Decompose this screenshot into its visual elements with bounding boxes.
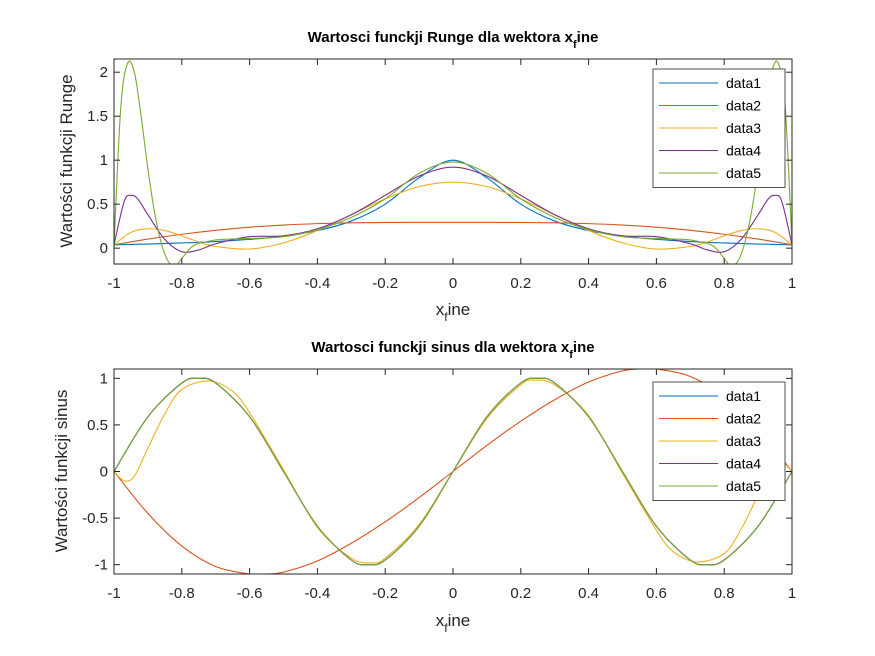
sinus-legend-label-data1: data1 [726, 388, 761, 404]
runge-y-tick-label: 0.5 [87, 196, 108, 213]
sinus-x-tick-label: 0.6 [646, 585, 667, 602]
runge-legend-label-data5: data5 [726, 165, 761, 181]
runge-x-tick-label: -0.4 [304, 275, 330, 292]
sinus-x-ticks: -1 -0.8 -0.6 -0.4 -0.2 0 0.2 0.4 0.6 0.8 1 [107, 369, 796, 602]
sinus-x-tick-label: 0.4 [578, 585, 599, 602]
runge-x-ticks: -1 -0.8 -0.6 -0.4 -0.2 0 0.2 0.4 0.6 0.8 1 [107, 59, 796, 292]
runge-y-tick-label: 1 [100, 152, 108, 169]
runge-x-tick-label: -0.6 [237, 275, 263, 292]
sinus-subplot: Wartosci funckji sinus dla wektora xfine… [52, 339, 796, 635]
runge-series-data3 [114, 181, 792, 250]
runge-x-tick-label: -1 [107, 275, 120, 292]
runge-legend-label-data4: data4 [726, 143, 761, 159]
sinus-x-tick-label: 1 [788, 585, 796, 602]
runge-y-axis-label: Wartości funkcji Runge [57, 74, 76, 247]
sinus-y-tick-label: 1 [100, 370, 108, 387]
runge-y-tick-label: 2 [100, 64, 108, 81]
runge-subplot: Wartosci funckji Runge dla wektora xfine… [57, 29, 796, 324]
sinus-x-tick-label: -0.2 [372, 585, 398, 602]
runge-x-tick-label: 0.2 [510, 275, 531, 292]
runge-x-tick-label: -0.2 [372, 275, 398, 292]
runge-series-data5 [114, 60, 792, 264]
runge-legend-label-data3: data3 [726, 120, 761, 136]
sinus-series-data5 [114, 377, 792, 566]
runge-x-tick-label: -0.8 [169, 275, 195, 292]
sinus-x-axis-label: xfine [436, 611, 471, 635]
runge-chart-title: Wartosci funckji Runge dla wektora xfine [308, 29, 599, 51]
runge-series-data4 [114, 166, 792, 253]
runge-legend: data1 data2 data3 data4 data5 [652, 68, 786, 188]
sinus-x-tick-label: -0.6 [237, 585, 263, 602]
runge-y-tick-label: 1.5 [87, 108, 108, 125]
runge-series-lines [114, 60, 792, 264]
sinus-series-lines [114, 369, 792, 574]
runge-x-tick-label: 0.6 [646, 275, 667, 292]
runge-x-tick-label: 0.4 [578, 275, 599, 292]
sinus-legend-label-data2: data2 [726, 411, 761, 427]
sinus-y-tick-label: 0.5 [87, 417, 108, 434]
sinus-y-axis-label: Wartości funkcji sinus [52, 390, 71, 553]
sinus-x-tick-label: -1 [107, 585, 120, 602]
sinus-y-ticks: -1 -0.5 0 0.5 1 [82, 370, 792, 574]
sinus-y-tick-label: -0.5 [82, 510, 108, 527]
sinus-x-tick-label: 0.8 [714, 585, 735, 602]
runge-series-data2 [114, 221, 792, 246]
runge-x-tick-label: 0.8 [714, 275, 735, 292]
sinus-legend: data1 data2 data3 data4 data5 [652, 381, 786, 501]
sinus-x-tick-label: 0.2 [510, 585, 531, 602]
sinus-x-tick-label: -0.4 [304, 585, 330, 602]
runge-legend-label-data2: data2 [726, 98, 761, 114]
runge-x-tick-label: 1 [788, 275, 796, 292]
runge-legend-label-data1: data1 [726, 75, 761, 91]
runge-x-tick-label: 0 [449, 275, 457, 292]
sinus-x-tick-label: -0.8 [169, 585, 195, 602]
runge-x-axis-label: xfine [436, 300, 471, 324]
runge-y-tick-label: 0 [100, 240, 108, 257]
sinus-y-tick-label: 0 [100, 464, 108, 481]
sinus-x-tick-label: 0 [449, 585, 457, 602]
sinus-y-tick-label: -1 [95, 557, 108, 574]
sinus-legend-label-data4: data4 [726, 456, 761, 472]
sinus-legend-label-data3: data3 [726, 433, 761, 449]
runge-y-ticks: 0 0.5 1 1.5 2 [87, 64, 792, 257]
sinus-legend-label-data5: data5 [726, 478, 761, 494]
sinus-chart-title: Wartosci funckji sinus dla wektora xfine [311, 339, 594, 361]
